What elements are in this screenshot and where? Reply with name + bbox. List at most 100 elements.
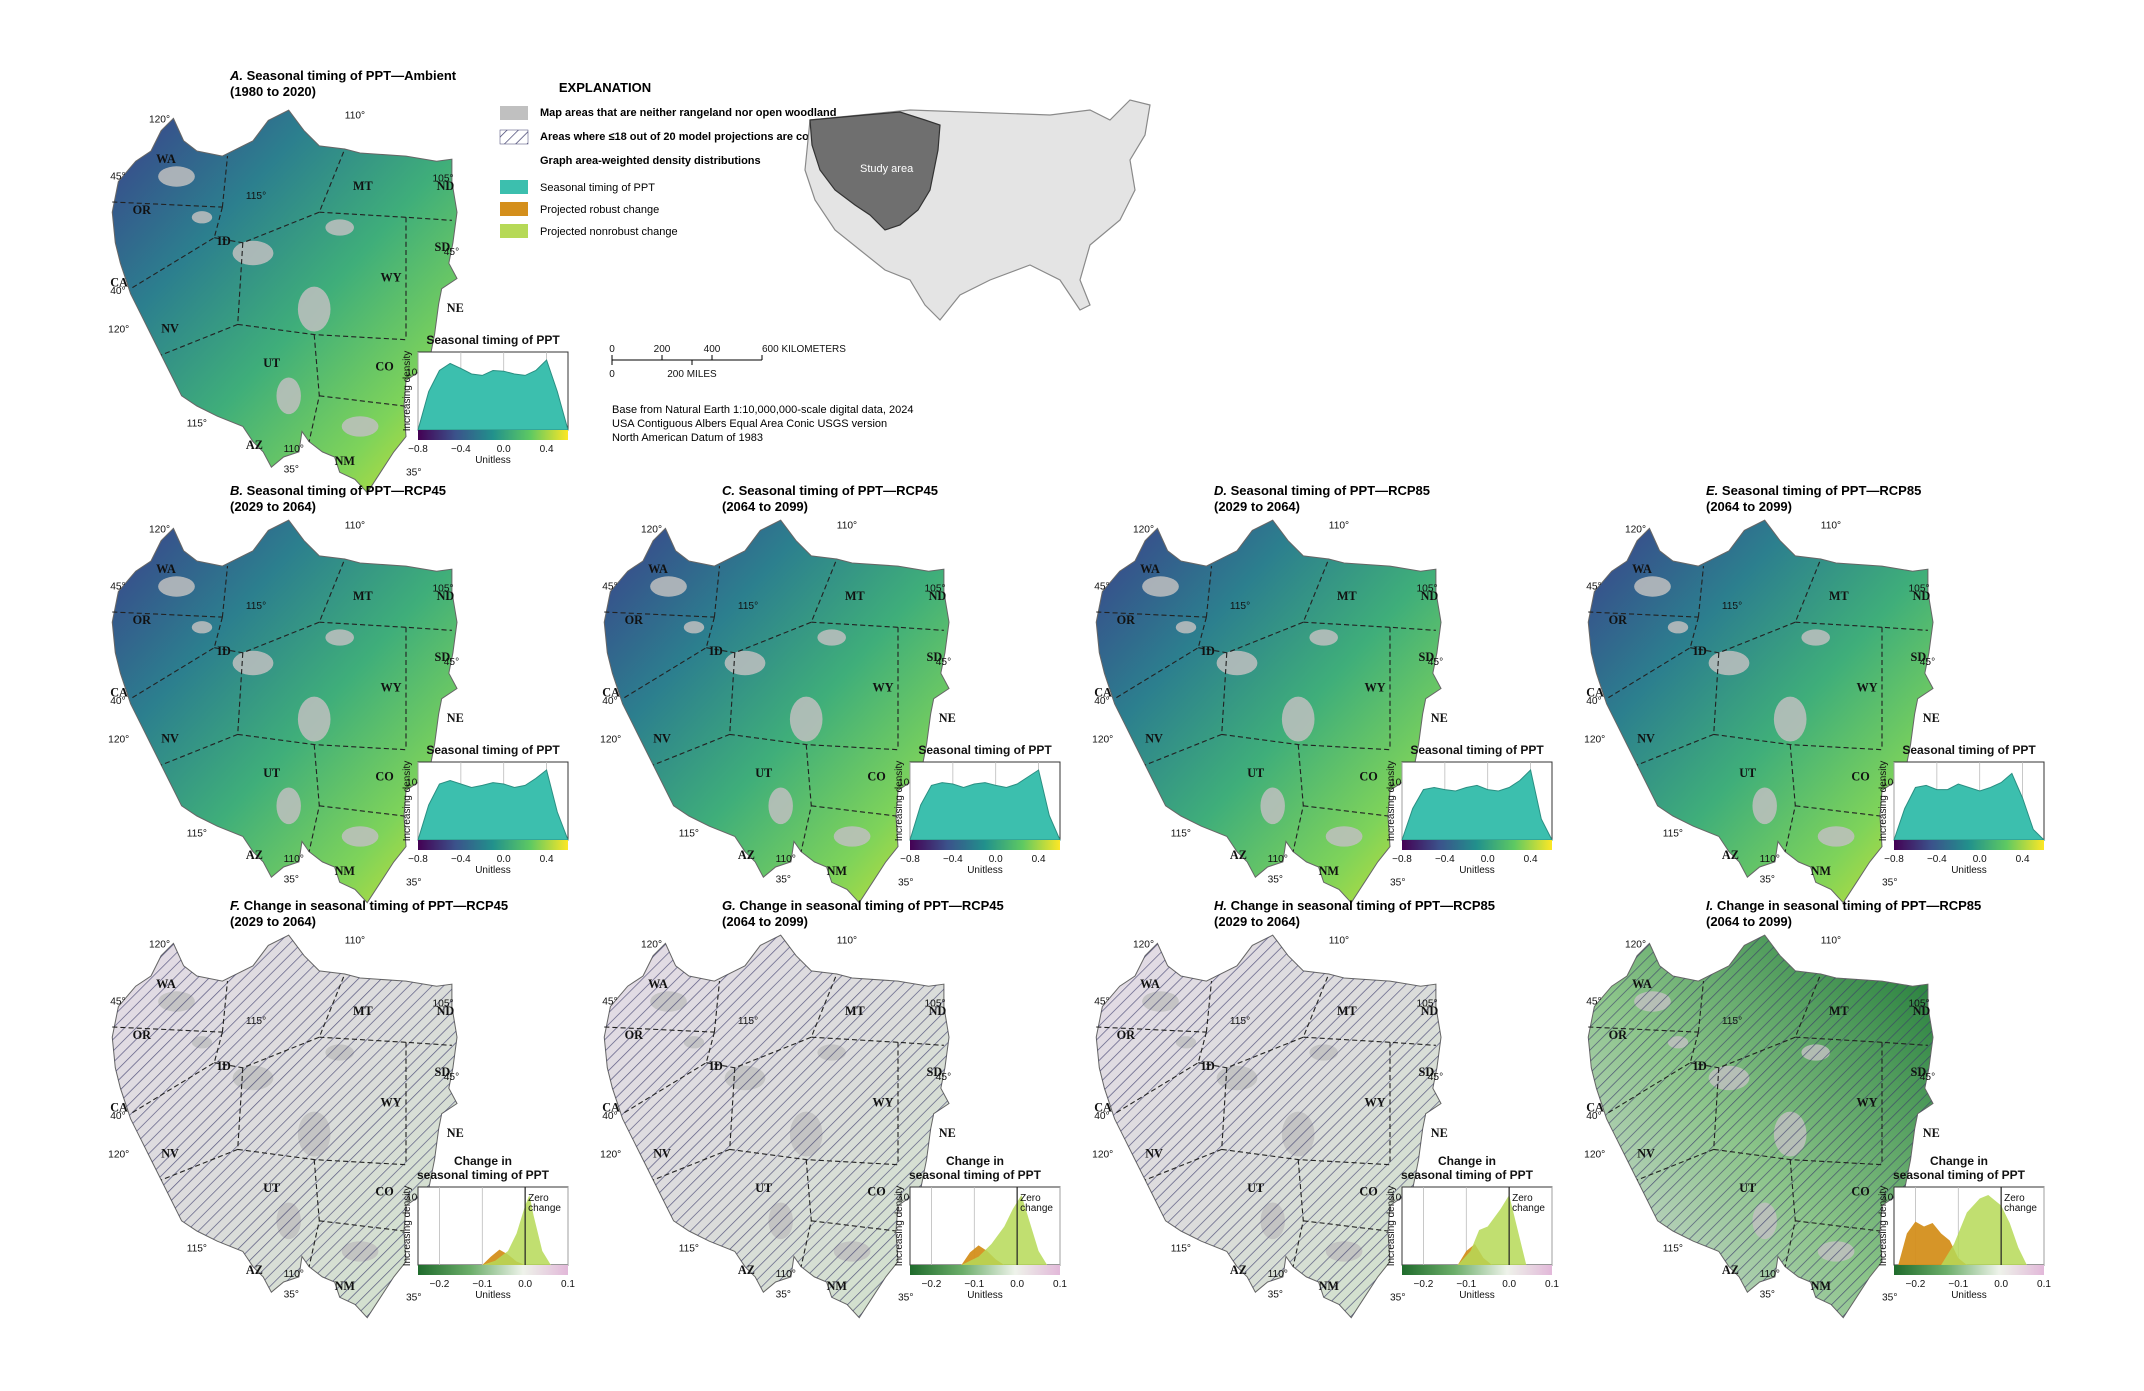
degree-label: 115° bbox=[1171, 828, 1191, 839]
degree-label: 35° bbox=[1882, 877, 1897, 888]
panel-period: (2029 to 2064) bbox=[230, 499, 316, 514]
state-label-id: ID bbox=[1693, 644, 1707, 658]
color-ramp-viridis bbox=[1894, 840, 2044, 850]
non-rangeland-area bbox=[1634, 576, 1671, 597]
graph-title: Seasonal timing of PPT bbox=[1902, 743, 2036, 757]
panel-period: (2029 to 2064) bbox=[1214, 914, 1300, 929]
graph-xlabel: Unitless bbox=[1459, 865, 1495, 876]
degree-label: 45° bbox=[1586, 997, 1601, 1008]
degree-label: 110° bbox=[284, 854, 304, 865]
state-label-mt: MT bbox=[353, 589, 373, 603]
state-label-ca: CA bbox=[602, 686, 620, 700]
degree-label: 40° bbox=[1094, 1111, 1109, 1122]
map-panel-f: WA OR ID MT ND SD WY NE CA NV UT CO AZ NM 120° 110° 45° 1… bbox=[108, 934, 464, 1319]
state-label-co: CO bbox=[1851, 769, 1869, 783]
degree-label: 115° bbox=[679, 1243, 699, 1254]
degree-label: 110° bbox=[345, 110, 365, 121]
panel-title-text: Seasonal timing of PPT—RCP45 bbox=[739, 483, 938, 498]
study-area-shape bbox=[809, 111, 941, 231]
color-ramp-viridis bbox=[1402, 840, 1552, 850]
degree-label: 105° bbox=[1882, 1192, 1903, 1203]
state-label-az: AZ bbox=[1722, 848, 1739, 862]
study-region-map bbox=[1095, 519, 1442, 904]
degree-label: 35° bbox=[1760, 874, 1775, 885]
state-label-ut: UT bbox=[263, 356, 280, 370]
degree-label: 35° bbox=[1882, 1292, 1897, 1303]
degree-label: 105° bbox=[925, 999, 946, 1010]
graph-title-line1: Change in bbox=[1930, 1154, 1988, 1168]
state-border bbox=[1713, 1148, 1883, 1166]
state-border bbox=[1636, 1067, 1720, 1181]
degree-label: 110° bbox=[1329, 520, 1349, 531]
graph-tick-label: −0.8 bbox=[1884, 854, 1904, 865]
state-border bbox=[706, 973, 838, 1069]
state-border bbox=[713, 981, 721, 1033]
state-border bbox=[1795, 805, 1881, 817]
state-label-id: ID bbox=[217, 644, 231, 658]
state-label-mt: MT bbox=[353, 1004, 373, 1018]
degree-label: 110° bbox=[1268, 854, 1288, 865]
state-label-ne: NE bbox=[447, 1126, 464, 1140]
state-label-nv: NV bbox=[1145, 732, 1163, 746]
degree-label: 40° bbox=[1094, 696, 1109, 707]
degree-label: 40° bbox=[1586, 1111, 1601, 1122]
degree-label: 35° bbox=[406, 1292, 421, 1303]
panel-letter: A. bbox=[229, 68, 243, 83]
state-label-id: ID bbox=[1693, 1059, 1707, 1073]
zero-change-label: change bbox=[1020, 1203, 1053, 1214]
state-label-nm: NM bbox=[335, 1279, 356, 1293]
graph-tick-label: −0.8 bbox=[408, 444, 428, 455]
state-border bbox=[729, 1148, 899, 1166]
degree-label: 105° bbox=[925, 584, 946, 595]
graph-tick-label: 0.0 bbox=[1502, 1279, 1516, 1290]
degree-label: 35° bbox=[1268, 874, 1283, 885]
non-rangeland-area bbox=[1667, 621, 1689, 634]
state-label-nv: NV bbox=[1637, 732, 1655, 746]
degree-label: 45° bbox=[444, 657, 459, 668]
state-label-wa: WA bbox=[156, 152, 176, 166]
degree-label: 105° bbox=[1390, 777, 1411, 788]
state-label-wy: WY bbox=[381, 271, 402, 285]
non-rangeland-area bbox=[158, 166, 195, 187]
non-rangeland-area bbox=[1142, 576, 1179, 597]
scale-km-label: 200 bbox=[654, 344, 671, 355]
degree-label: 120° bbox=[1625, 939, 1646, 950]
graph-tick-label: −0.1 bbox=[1948, 1279, 1968, 1290]
panel-title-text: Change in seasonal timing of PPT—RCP45 bbox=[739, 898, 1003, 913]
state-label-nm: NM bbox=[1811, 1279, 1832, 1293]
graph-tick-label: 0.0 bbox=[1994, 1279, 2008, 1290]
graph-tick-label: −0.8 bbox=[1392, 854, 1412, 865]
state-border bbox=[800, 1159, 812, 1267]
graph-tick-label: 0.1 bbox=[1053, 1279, 1067, 1290]
study-region-map bbox=[111, 109, 458, 494]
state-label-ca: CA bbox=[1586, 686, 1604, 700]
graph-tick-label: −0.1 bbox=[1456, 1279, 1476, 1290]
panel-title: C. Seasonal timing of PPT—RCP45 bbox=[722, 483, 938, 498]
panel-title-text: Change in seasonal timing of PPT—RCP85 bbox=[1717, 898, 1981, 913]
state-label-nd: ND bbox=[1913, 1004, 1931, 1018]
state-label-ne: NE bbox=[939, 1126, 956, 1140]
degree-label: 105° bbox=[433, 174, 454, 185]
state-border bbox=[1144, 1067, 1228, 1181]
degree-label: 110° bbox=[1760, 1269, 1780, 1280]
state-label-wy: WY bbox=[1857, 1096, 1878, 1110]
non-rangeland-area bbox=[191, 621, 213, 634]
state-border bbox=[1114, 1031, 1207, 1115]
state-border bbox=[604, 611, 715, 618]
degree-label: 120° bbox=[1584, 1150, 1605, 1161]
state-label-wy: WY bbox=[873, 681, 894, 695]
graph-xlabel: Unitless bbox=[475, 455, 511, 466]
panel-title-text: Change in seasonal timing of PPT—RCP85 bbox=[1231, 898, 1495, 913]
state-label-mt: MT bbox=[845, 589, 865, 603]
graph-tick-label: 0.4 bbox=[540, 444, 554, 455]
degree-label: 110° bbox=[1268, 1269, 1288, 1280]
panel-title-text: Seasonal timing of PPT—RCP45 bbox=[247, 483, 446, 498]
state-border bbox=[130, 206, 223, 290]
state-label-nm: NM bbox=[335, 454, 356, 468]
state-label-nd: ND bbox=[929, 589, 947, 603]
scale-mi-label: 200 MILES bbox=[667, 369, 717, 380]
graph-xlabel: Unitless bbox=[475, 1290, 511, 1301]
state-label-id: ID bbox=[709, 1059, 723, 1073]
non-rangeland-area bbox=[1773, 696, 1807, 742]
panel-letter: G. bbox=[722, 898, 736, 913]
